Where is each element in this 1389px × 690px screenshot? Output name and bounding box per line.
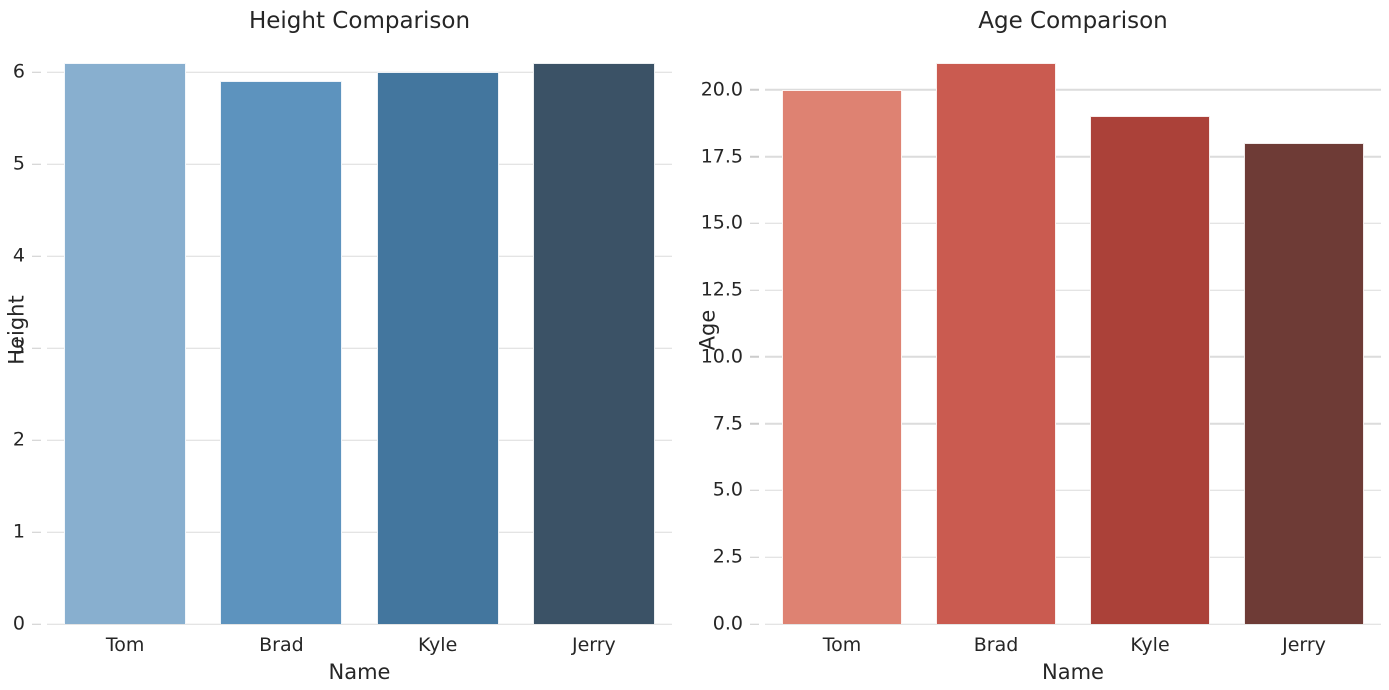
y-tick-mark xyxy=(750,289,759,291)
y-tick-mark xyxy=(750,222,759,225)
gridline xyxy=(765,222,1381,225)
y-tick-mark xyxy=(32,71,41,73)
bar-kyle xyxy=(1089,116,1211,624)
y-tick-label: 1 xyxy=(12,520,25,543)
gridline xyxy=(765,289,1381,291)
y-tick-mark xyxy=(750,356,759,358)
bar-tom xyxy=(781,89,903,624)
y-tick-label: 0.0 xyxy=(712,612,743,635)
chart-title: Age Comparison xyxy=(978,8,1168,34)
y-tick-mark xyxy=(750,489,759,492)
x-axis-title: Name xyxy=(1042,660,1104,684)
y-tick-mark xyxy=(750,89,759,91)
gridline xyxy=(765,422,1381,425)
y-tick-label: 17.5 xyxy=(700,145,743,168)
x-tick-label: Tom xyxy=(822,634,862,656)
x-tick-label: Brad xyxy=(973,634,1019,656)
y-tick-label: 2.5 xyxy=(712,545,743,568)
x-tick-label: Jerry xyxy=(1282,634,1326,656)
plot-area: 0.0 2.5 5.0 7.5 10.0 12.5 15.0 17.5 20.0 Tom Brad K… xyxy=(701,35,1381,655)
x-tick-label: Tom xyxy=(105,634,145,656)
y-tick-label: 15.0 xyxy=(700,211,743,234)
bar-brad xyxy=(220,81,343,624)
y-tick-label: 2 xyxy=(12,428,25,451)
gridline xyxy=(765,89,1381,91)
y-tick-mark xyxy=(32,439,41,441)
y-tick-label: 0 xyxy=(12,612,25,635)
y-tick-mark xyxy=(32,531,41,533)
bar-jerry xyxy=(532,63,655,624)
plot-area: 0 1 2 3 4 5 6 Tom Brad Kyle Jerry xyxy=(13,35,672,655)
bar-jerry xyxy=(1243,143,1365,624)
gridline xyxy=(47,255,672,257)
y-tick-label: 10.0 xyxy=(700,345,743,368)
x-tick-label: Brad xyxy=(259,634,304,656)
x-tick-label: Kyle xyxy=(1130,634,1170,656)
gridline xyxy=(765,623,1381,625)
bar-tom xyxy=(64,63,187,624)
chart-title: Height Comparison xyxy=(248,8,471,34)
y-tick-mark xyxy=(32,255,41,257)
bar-brad xyxy=(935,63,1057,624)
y-tick-mark xyxy=(750,556,759,558)
gridline xyxy=(47,163,672,165)
x-tick-label: Kyle xyxy=(417,634,458,656)
age-comparison-chart: Age Comparison Age 0.0 2.5 5.0 7.5 10.0 12.5 1… xyxy=(694,0,1389,690)
gridline xyxy=(47,71,672,73)
bar-kyle xyxy=(376,72,499,624)
y-tick-mark xyxy=(750,623,759,625)
y-tick-mark xyxy=(32,623,41,625)
y-tick-label: 4 xyxy=(12,244,25,267)
y-tick-label: 5 xyxy=(12,152,25,175)
y-axis-title: Age xyxy=(694,35,720,624)
gridline xyxy=(765,155,1381,158)
gridline xyxy=(765,489,1381,492)
gridline xyxy=(47,347,672,349)
y-tick-label: 6 xyxy=(12,60,25,83)
y-tick-mark xyxy=(750,155,759,158)
y-tick-label: 20.0 xyxy=(700,78,743,101)
gridline xyxy=(47,531,672,533)
y-tick-label: 12.5 xyxy=(700,278,743,301)
y-tick-label: 3 xyxy=(12,336,25,359)
y-tick-label: 5.0 xyxy=(712,478,743,501)
x-tick-label: Jerry xyxy=(571,634,616,656)
gridline xyxy=(47,623,672,625)
y-tick-label: 7.5 xyxy=(712,412,743,435)
y-axis-title-text: Age xyxy=(695,309,719,350)
gridline xyxy=(47,439,672,441)
gridline xyxy=(765,556,1381,558)
height-comparison-chart: Height Comparison Height 0 1 2 3 4 5 6 Tom Brad K… xyxy=(0,0,694,690)
gridline xyxy=(765,356,1381,358)
x-axis-title: Name xyxy=(328,660,391,684)
y-tick-mark xyxy=(750,422,759,425)
y-tick-mark xyxy=(32,347,41,349)
y-tick-mark xyxy=(32,163,41,165)
